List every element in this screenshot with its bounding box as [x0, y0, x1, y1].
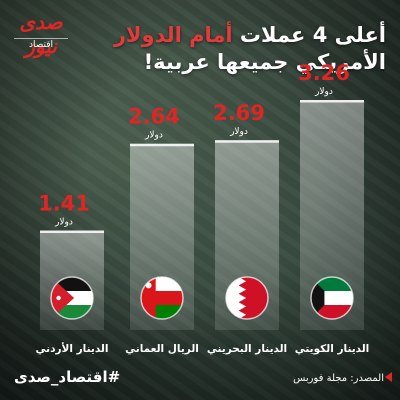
bar-group: 2.69 دولار الدينار البحريني: [207, 101, 287, 355]
chart-title-line2: الأمريكي جميعها عربية!: [143, 50, 386, 74]
bar-top-edge: [40, 230, 104, 234]
oman-flag-rim: [140, 276, 184, 320]
bar-top-edge: [300, 100, 364, 103]
bar-value-label: 3.26: [298, 61, 350, 85]
bar-group: 2.64 دولار الريال العماني: [125, 105, 199, 355]
chart-title: أعلى 4 عملات أمام الدولار الأمريكي جميعه…: [86, 22, 386, 76]
bar-value-label: 1.41: [38, 192, 90, 216]
category-label: الدينار البحريني: [207, 343, 287, 355]
bar-group: 1.41 دولار الدينار الأردني: [36, 192, 109, 355]
bar-value-label: 2.64: [128, 105, 180, 129]
category-label: الدينار الكويتي: [295, 343, 370, 355]
hashtag-label: #اقتصاد_صدى: [14, 368, 121, 386]
source-label: المصدر: مجلة فوربس: [293, 373, 384, 384]
bar-unit-label: دولار: [144, 131, 163, 141]
bahrain-flag-rim: [225, 276, 269, 320]
title-text-a: أعلى 4 عملات: [232, 23, 386, 47]
brand-logo: صدى نيوز اقتصاد: [10, 10, 72, 58]
bar-unit-label: دولار: [54, 218, 73, 228]
bar-value-label: 2.69: [213, 101, 265, 125]
title-highlight: أمام الدولار: [113, 23, 233, 47]
bar-top-edge: [215, 140, 279, 143]
category-label: الريال العماني: [125, 343, 199, 355]
bar-top-edge: [130, 143, 194, 147]
bar-group: 3.26 دولار الدينار الكويتي: [295, 61, 370, 355]
chart-title-line1: أعلى 4 عملات أمام الدولار: [86, 22, 386, 49]
jordan-flag-rim: [50, 276, 94, 320]
bar-unit-label: دولار: [229, 127, 248, 137]
bahrain-flag: [226, 277, 268, 319]
bar-unit-label: دولار: [314, 87, 333, 97]
category-label: الدينار الأردني: [36, 342, 109, 355]
brand-logo-section: اقتصاد: [14, 38, 68, 51]
kuwait-flag-rim: [310, 276, 354, 320]
source-triangle-icon: [385, 372, 392, 382]
